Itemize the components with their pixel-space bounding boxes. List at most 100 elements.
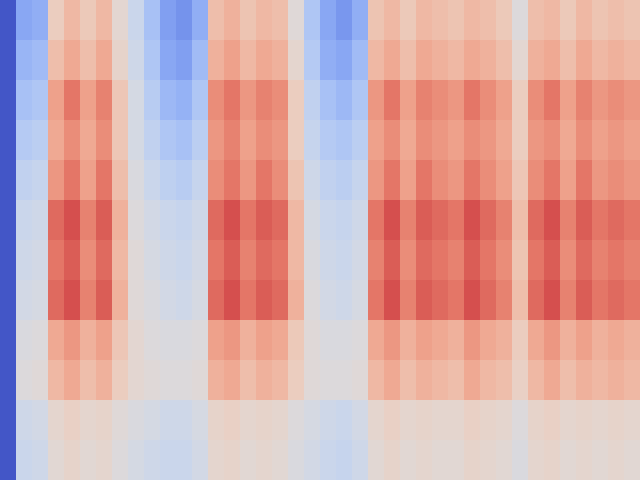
heatmap-cell	[384, 160, 401, 201]
heatmap-cell	[544, 200, 561, 241]
heatmap-cell	[80, 0, 97, 41]
heatmap-cell	[224, 240, 241, 281]
heatmap-cell	[48, 400, 65, 441]
heatmap-cell	[272, 360, 289, 401]
heatmap-cell	[192, 280, 209, 321]
heatmap-cell	[464, 0, 481, 41]
heatmap-cell	[576, 400, 593, 441]
heatmap-cell	[80, 440, 97, 480]
heatmap-cell	[144, 200, 161, 241]
heatmap-cell	[304, 80, 321, 121]
heatmap-cell	[0, 360, 17, 401]
heatmap-cell	[400, 240, 417, 281]
heatmap-cell	[64, 240, 81, 281]
heatmap-cell	[384, 40, 401, 81]
heatmap-cell	[80, 40, 97, 81]
heatmap-cells	[0, 0, 640, 480]
heatmap-cell	[192, 400, 209, 441]
heatmap-cell	[0, 320, 17, 361]
heatmap-cell	[416, 80, 433, 121]
heatmap-cell	[48, 440, 65, 480]
heatmap-cell	[368, 400, 385, 441]
heatmap-cell	[16, 280, 33, 321]
heatmap-cell	[256, 440, 273, 480]
heatmap-cell	[192, 40, 209, 81]
heatmap-cell	[400, 120, 417, 161]
heatmap-cell	[432, 80, 449, 121]
heatmap-cell	[304, 320, 321, 361]
heatmap-cell	[496, 120, 513, 161]
heatmap-cell	[176, 160, 193, 201]
heatmap-cell	[96, 400, 113, 441]
heatmap-cell	[464, 120, 481, 161]
heatmap-cell	[288, 80, 305, 121]
heatmap-cell	[160, 80, 177, 121]
heatmap-cell	[368, 280, 385, 321]
heatmap-cell	[416, 280, 433, 321]
heatmap-cell	[528, 120, 545, 161]
heatmap-cell	[352, 40, 369, 81]
heatmap-cell	[16, 440, 33, 480]
heatmap-cell	[368, 120, 385, 161]
heatmap-cell	[432, 360, 449, 401]
heatmap-cell	[112, 320, 129, 361]
heatmap-cell	[416, 40, 433, 81]
heatmap-cell	[48, 0, 65, 41]
heatmap-cell	[240, 80, 257, 121]
heatmap-cell	[272, 80, 289, 121]
heatmap-cell	[160, 440, 177, 480]
heatmap-cell	[0, 120, 17, 161]
heatmap-cell	[96, 200, 113, 241]
heatmap-cell	[288, 280, 305, 321]
heatmap-cell	[608, 280, 625, 321]
heatmap-cell	[368, 440, 385, 480]
heatmap-cell	[400, 80, 417, 121]
heatmap-cell	[224, 120, 241, 161]
heatmap-cell	[608, 120, 625, 161]
heatmap-cell	[80, 80, 97, 121]
heatmap-cell	[336, 360, 353, 401]
heatmap-cell	[448, 280, 465, 321]
heatmap-cell	[112, 40, 129, 81]
heatmap-cell	[16, 400, 33, 441]
heatmap-cell	[480, 280, 497, 321]
heatmap-cell	[0, 160, 17, 201]
heatmap-cell	[592, 200, 609, 241]
heatmap-cell	[112, 240, 129, 281]
heatmap-cell	[480, 240, 497, 281]
heatmap-cell	[144, 120, 161, 161]
heatmap-cell	[384, 280, 401, 321]
heatmap-cell	[64, 320, 81, 361]
heatmap-cell	[128, 40, 145, 81]
heatmap-cell	[384, 120, 401, 161]
heatmap-cell	[352, 80, 369, 121]
heatmap-cell	[608, 360, 625, 401]
heatmap-cell	[144, 280, 161, 321]
heatmap-cell	[304, 120, 321, 161]
heatmap-cell	[16, 200, 33, 241]
heatmap-cell	[384, 200, 401, 241]
heatmap-cell	[336, 120, 353, 161]
heatmap-cell	[0, 240, 17, 281]
heatmap-cell	[496, 360, 513, 401]
heatmap-cell	[112, 0, 129, 41]
heatmap-cell	[416, 360, 433, 401]
heatmap-cell	[224, 400, 241, 441]
heatmap-cell	[240, 400, 257, 441]
heatmap-cell	[128, 280, 145, 321]
heatmap-cell	[208, 440, 225, 480]
heatmap-cell	[144, 320, 161, 361]
heatmap-cell	[560, 280, 577, 321]
heatmap-cell	[528, 280, 545, 321]
heatmap-cell	[608, 320, 625, 361]
heatmap-cell	[176, 240, 193, 281]
heatmap-cell	[544, 440, 561, 480]
heatmap-cell	[528, 200, 545, 241]
heatmap-cell	[240, 440, 257, 480]
heatmap-cell	[624, 440, 640, 480]
heatmap-cell	[288, 160, 305, 201]
heatmap-cell	[496, 280, 513, 321]
heatmap-cell	[272, 240, 289, 281]
heatmap-cell	[32, 0, 49, 41]
heatmap-cell	[32, 80, 49, 121]
